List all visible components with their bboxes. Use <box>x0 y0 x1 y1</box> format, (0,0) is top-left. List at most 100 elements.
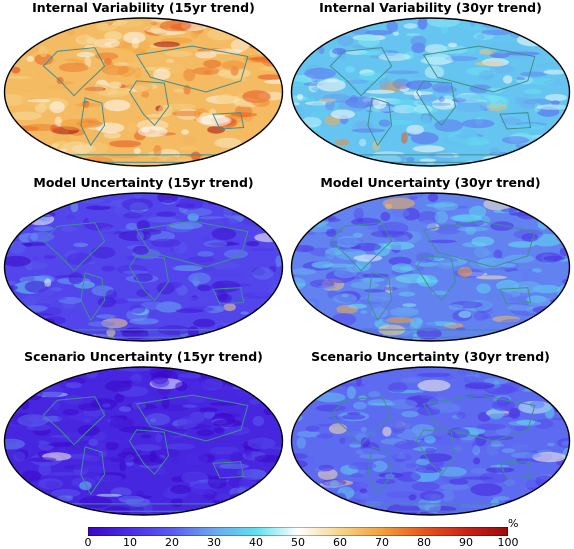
field-patch <box>290 366 312 371</box>
field-patch <box>17 325 47 336</box>
field-patch <box>151 377 169 388</box>
field-patch <box>266 366 273 378</box>
field-patch <box>300 204 318 209</box>
field-patch <box>401 377 422 383</box>
field-patch <box>524 20 550 24</box>
field-patch <box>47 86 68 91</box>
field-patch <box>193 38 202 46</box>
field-patch <box>334 509 342 516</box>
field-patch <box>527 369 544 375</box>
field-patch <box>27 192 54 200</box>
field-patch <box>266 381 276 388</box>
field-patch <box>345 66 355 73</box>
field-patch <box>193 319 215 328</box>
field-patch <box>25 323 50 331</box>
field-patch <box>207 126 225 134</box>
field-patch <box>240 120 249 125</box>
field-patch <box>28 375 59 384</box>
field-patch <box>188 273 211 285</box>
field-patch <box>290 54 306 61</box>
field-patch <box>244 328 261 340</box>
field-patch <box>547 225 571 230</box>
field-patch <box>7 140 14 143</box>
field-patch <box>3 193 30 201</box>
field-patch <box>551 17 560 27</box>
field-patch <box>102 403 111 407</box>
field-patch <box>21 199 32 205</box>
field-patch <box>76 35 94 45</box>
field-patch <box>251 499 269 508</box>
field-patch <box>30 198 49 203</box>
field-patch <box>332 326 340 335</box>
field-patch <box>96 494 121 497</box>
field-patch <box>101 227 117 234</box>
field-patch <box>425 203 455 207</box>
field-patch <box>383 242 414 250</box>
field-patch <box>504 480 515 486</box>
field-patch <box>449 304 464 310</box>
field-patch <box>333 293 357 303</box>
field-patch <box>106 290 117 300</box>
field-patch <box>512 281 541 293</box>
field-patch <box>118 496 144 504</box>
field-patch <box>516 77 525 80</box>
field-patch <box>254 233 284 243</box>
field-patch <box>360 310 367 313</box>
field-patch <box>520 72 547 77</box>
field-patch <box>126 223 138 230</box>
colorbar-tick-label: 20 <box>157 537 187 549</box>
field-patch <box>175 309 203 313</box>
field-patch <box>386 317 414 323</box>
field-patch <box>275 221 284 228</box>
field-patch <box>67 30 76 35</box>
field-patch <box>3 213 15 226</box>
field-patch <box>203 161 221 166</box>
field-patch <box>454 95 485 101</box>
field-patch <box>230 451 243 462</box>
field-patch <box>35 192 65 199</box>
field-patch <box>307 456 314 466</box>
field-patch <box>3 39 30 43</box>
field-patch <box>151 239 181 248</box>
field-patch <box>67 253 92 265</box>
field-patch <box>165 443 195 450</box>
field-patch <box>556 294 566 305</box>
field-patch <box>12 142 37 154</box>
field-patch <box>49 101 64 113</box>
field-patch <box>238 192 245 203</box>
field-patch <box>182 136 197 145</box>
field-patch <box>316 194 333 206</box>
field-patch <box>465 382 495 389</box>
field-patch <box>330 480 339 488</box>
field-patch <box>3 139 21 143</box>
field-patch <box>239 477 257 489</box>
field-patch <box>297 24 320 33</box>
field-patch <box>236 148 268 158</box>
field-patch <box>222 60 245 70</box>
field-patch <box>30 457 57 462</box>
field-patch <box>158 91 189 99</box>
field-patch <box>248 248 280 251</box>
field-patch <box>511 452 542 458</box>
field-patch <box>506 270 539 282</box>
field-patch <box>251 486 277 494</box>
field-patch <box>195 51 216 58</box>
field-patch <box>508 421 541 426</box>
field-patch <box>19 207 30 211</box>
field-patch <box>461 476 494 479</box>
field-patch <box>454 381 466 386</box>
field-patch <box>472 445 480 455</box>
field-patch <box>26 56 34 62</box>
field-patch <box>122 198 154 210</box>
colorbar-tick-label: 80 <box>409 537 439 549</box>
field-patch <box>554 482 562 493</box>
field-patch <box>211 281 240 293</box>
world-map <box>3 192 284 342</box>
field-patch <box>186 453 208 465</box>
field-patch <box>44 279 51 287</box>
field-patch <box>541 506 554 513</box>
field-patch <box>221 17 229 30</box>
field-patch <box>295 17 317 26</box>
field-patch <box>458 311 471 318</box>
field-patch <box>476 283 490 293</box>
